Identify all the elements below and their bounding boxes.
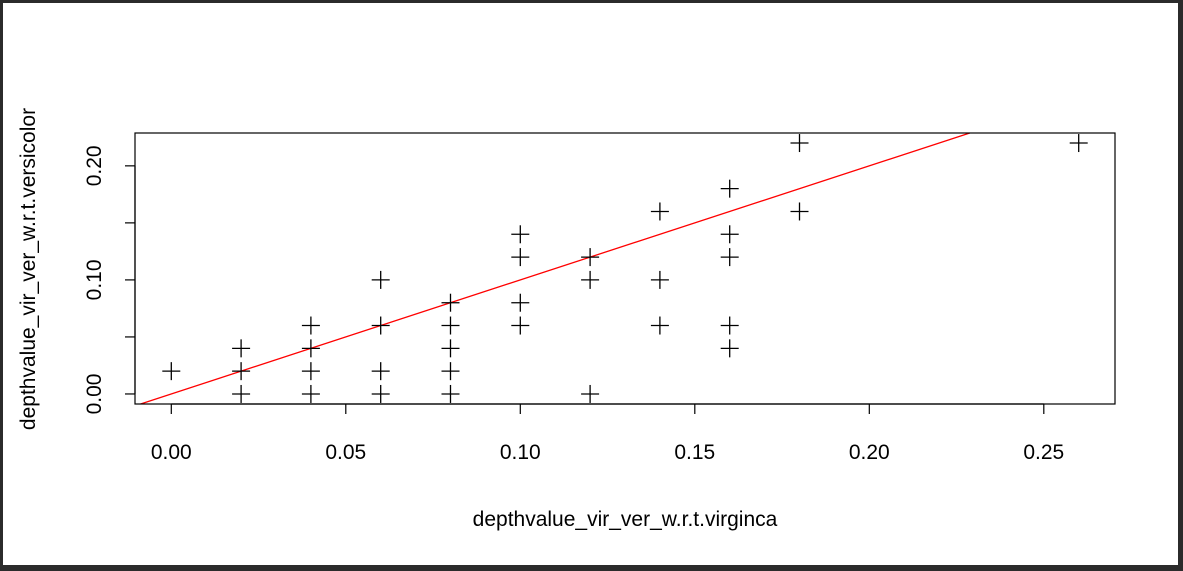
data-point <box>581 384 600 403</box>
data-point <box>162 362 181 381</box>
data-point <box>720 316 739 335</box>
data-point <box>790 134 809 153</box>
data-point <box>511 316 530 335</box>
data-point <box>650 202 669 221</box>
y-tick-label: 0.10 <box>83 259 106 300</box>
data-point <box>301 339 320 358</box>
data-point <box>720 339 739 358</box>
plot-window: 0.00 0.05 0.10 0.15 0.20 0.25 0.00 0.10 0.20 de… <box>3 3 1178 565</box>
data-point <box>720 248 739 267</box>
x-tick-label: 0.20 <box>849 441 890 464</box>
x-tick-label: 0.05 <box>325 441 366 464</box>
plot-box <box>134 132 1116 405</box>
data-point <box>371 270 390 289</box>
data-point <box>581 270 600 289</box>
data-point <box>371 384 390 403</box>
data-point <box>511 225 530 244</box>
data-point <box>650 316 669 335</box>
data-point <box>441 293 460 312</box>
data-point <box>1069 134 1088 153</box>
y-tick-label: 0.00 <box>83 374 106 415</box>
x-tick-label: 0.10 <box>500 441 541 464</box>
data-point <box>232 362 251 381</box>
data-point <box>720 225 739 244</box>
data-point <box>301 316 320 335</box>
data-point <box>790 202 809 221</box>
x-tick-label: 0.25 <box>1023 441 1064 464</box>
data-point <box>232 384 251 403</box>
y-axis-title: depthvalue_vir_ver_w.r.t.versicolor <box>17 108 40 430</box>
data-point <box>441 384 460 403</box>
data-point <box>371 316 390 335</box>
data-point <box>650 270 669 289</box>
data-point <box>441 316 460 335</box>
data-point <box>581 248 600 267</box>
data-point <box>301 384 320 403</box>
data-point <box>441 339 460 358</box>
data-point <box>301 362 320 381</box>
data-point <box>720 179 739 198</box>
data-point <box>511 293 530 312</box>
data-point <box>511 248 530 267</box>
scatter-chart: 0.00 0.05 0.10 0.15 0.20 0.25 0.00 0.10 0.20 de… <box>17 108 1116 531</box>
x-axis-title: depthvalue_vir_ver_w.r.t.virginca <box>473 508 778 531</box>
data-point <box>441 362 460 381</box>
data-point <box>371 362 390 381</box>
y-tick-label: 0.20 <box>83 145 106 186</box>
x-tick-label: 0.00 <box>151 441 192 464</box>
x-tick-label: 0.15 <box>674 441 715 464</box>
data-point <box>232 339 251 358</box>
reference-line <box>140 132 971 405</box>
